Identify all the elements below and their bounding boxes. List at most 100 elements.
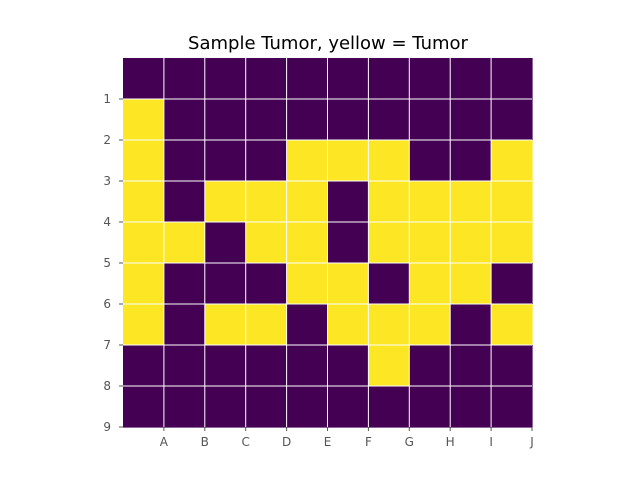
heatmap-cell-r2-c5-normal — [286, 99, 329, 141]
heatmap-cell-r8-c2-normal — [163, 345, 206, 387]
heatmap-cell-r8-c10-normal — [491, 345, 533, 387]
heatmap-cell-r2-c4-normal — [245, 99, 288, 141]
y-tick-label-9: 9 — [103, 420, 111, 434]
heatmap-cell-r4-c9-tumor — [450, 181, 492, 223]
heatmap-cell-r7-c6-tumor — [327, 304, 369, 346]
heatmap-cell-r8-c8-normal — [409, 345, 451, 387]
heatmap-cell-r9-c7-normal — [368, 386, 410, 428]
heatmap-cell-r1-c8-normal — [409, 58, 451, 100]
heatmap-cell-r7-c3-tumor — [204, 304, 247, 346]
heatmap-cell-r7-c2-normal — [163, 304, 206, 346]
x-tick-label-E: E — [324, 435, 332, 449]
heatmap-cell-r2-c10-normal — [491, 99, 533, 141]
heatmap-cell-r9-c5-normal — [286, 386, 329, 428]
x-axis-ticks: A B C D E F G H I J — [160, 427, 534, 449]
y-tick-label-6: 6 — [103, 297, 111, 311]
heatmap-cell-r5-c8-tumor — [409, 222, 451, 264]
heatmap-cell-r7-c7-tumor — [368, 304, 410, 346]
heatmap-cell-r3-c2-normal — [163, 140, 206, 182]
heatmap-cell-r5-c10-tumor — [491, 222, 533, 264]
heatmap-cell-r9-c3-normal — [204, 386, 247, 428]
y-axis-ticks: 1 2 3 4 5 6 7 8 9 — [103, 92, 123, 434]
heatmap-cell-r4-c7-tumor — [368, 181, 410, 223]
heatmap-cell-r4-c8-tumor — [409, 181, 451, 223]
y-tick-label-3: 3 — [103, 174, 111, 188]
heatmap-cell-r5-c1-tumor — [123, 222, 165, 264]
heatmap-cell-r4-c5-tumor — [286, 181, 329, 223]
heatmap-cell-r6-c3-normal — [204, 263, 247, 305]
heatmap-cell-r5-c2-tumor — [163, 222, 206, 264]
heatmap-cell-r4-c1-tumor — [123, 181, 165, 223]
heatmap-cell-r2-c3-normal — [204, 99, 247, 141]
heatmap-cell-r3-c8-normal — [409, 140, 451, 182]
heatmap-gridlines — [123, 58, 532, 427]
heatmap-cell-r6-c10-normal — [491, 263, 533, 305]
heatmap-cell-r8-c7-tumor — [368, 345, 410, 387]
heatmap-cell-r6-c7-normal — [368, 263, 410, 305]
heatmap-cell-r8-c5-normal — [286, 345, 329, 387]
heatmap-cell-r5-c4-tumor — [245, 222, 288, 264]
heatmap-cell-r7-c1-tumor — [123, 304, 165, 346]
y-tick-label-5: 5 — [103, 256, 111, 270]
heatmap-cell-r9-c10-normal — [491, 386, 533, 428]
chart-title: Sample Tumor, yellow = Tumor — [188, 33, 468, 54]
heatmap-cell-r3-c6-tumor — [327, 140, 369, 182]
heatmap-cell-r7-c10-tumor — [491, 304, 533, 346]
heatmap-cell-r9-c1-normal — [123, 386, 165, 428]
heatmap-cell-r3-c4-normal — [245, 140, 288, 182]
heatmap-cell-r6-c9-tumor — [450, 263, 492, 305]
heatmap-cell-r5-c9-tumor — [450, 222, 492, 264]
heatmap-cell-r6-c2-normal — [163, 263, 206, 305]
heatmap-cell-r3-c3-normal — [204, 140, 247, 182]
heatmap-cell-r8-c6-normal — [327, 345, 369, 387]
y-tick-label-1: 1 — [103, 92, 111, 106]
x-tick-label-C: C — [242, 435, 250, 449]
heatmap-cell-r9-c8-normal — [409, 386, 451, 428]
heatmap-cell-r3-c9-normal — [450, 140, 492, 182]
heatmap-cell-r3-c1-tumor — [123, 140, 165, 182]
x-tick-label-I: I — [489, 435, 493, 449]
heatmap-cell-r2-c8-normal — [409, 99, 451, 141]
heatmap-cell-r4-c2-normal — [163, 181, 206, 223]
heatmap-cell-r3-c10-tumor — [491, 140, 533, 182]
heatmap-cell-r8-c3-normal — [204, 345, 247, 387]
heatmap-cell-r8-c1-normal — [123, 345, 165, 387]
x-tick-label-F: F — [365, 435, 372, 449]
heatmap-cell-r4-c10-tumor — [491, 181, 533, 223]
heatmap-cells — [123, 58, 533, 428]
x-tick-label-B: B — [201, 435, 209, 449]
heatmap-cell-r4-c4-tumor — [245, 181, 288, 223]
heatmap-cell-r1-c6-normal — [327, 58, 369, 100]
heatmap-cell-r2-c7-normal — [368, 99, 410, 141]
heatmap-cell-r4-c6-normal — [327, 181, 369, 223]
x-tick-label-J: J — [529, 435, 534, 449]
heatmap-cell-r6-c5-tumor — [286, 263, 329, 305]
heatmap-cell-r9-c4-normal — [245, 386, 288, 428]
heatmap-cell-r6-c1-tumor — [123, 263, 165, 305]
heatmap-cell-r5-c7-tumor — [368, 222, 410, 264]
heatmap-cell-r2-c9-normal — [450, 99, 492, 141]
heatmap-cell-r9-c2-normal — [163, 386, 206, 428]
heatmap-cell-r7-c5-normal — [286, 304, 329, 346]
heatmap-cell-r9-c6-normal — [327, 386, 369, 428]
heatmap-cell-r2-c2-normal — [163, 99, 206, 141]
heatmap-cell-r3-c7-tumor — [368, 140, 410, 182]
y-tick-label-4: 4 — [103, 215, 111, 229]
heatmap-cell-r6-c8-tumor — [409, 263, 451, 305]
heatmap-cell-r6-c6-tumor — [327, 263, 369, 305]
y-tick-label-8: 8 — [103, 379, 111, 393]
heatmap-cell-r1-c10-normal — [491, 58, 533, 100]
x-tick-label-H: H — [446, 435, 455, 449]
heatmap-cell-r8-c4-normal — [245, 345, 288, 387]
heatmap-cell-r2-c6-normal — [327, 99, 369, 141]
heatmap-cell-r1-c5-normal — [286, 58, 329, 100]
heatmap-cell-r1-c7-normal — [368, 58, 410, 100]
heatmap-cell-r3-c5-tumor — [286, 140, 329, 182]
heatmap-cell-r4-c3-tumor — [204, 181, 247, 223]
heatmap-cell-r1-c2-normal — [163, 58, 206, 100]
heatmap-cell-r1-c1-normal — [123, 58, 165, 100]
heatmap-cell-r7-c8-tumor — [409, 304, 451, 346]
x-tick-label-A: A — [160, 435, 169, 449]
y-tick-label-2: 2 — [103, 133, 111, 147]
